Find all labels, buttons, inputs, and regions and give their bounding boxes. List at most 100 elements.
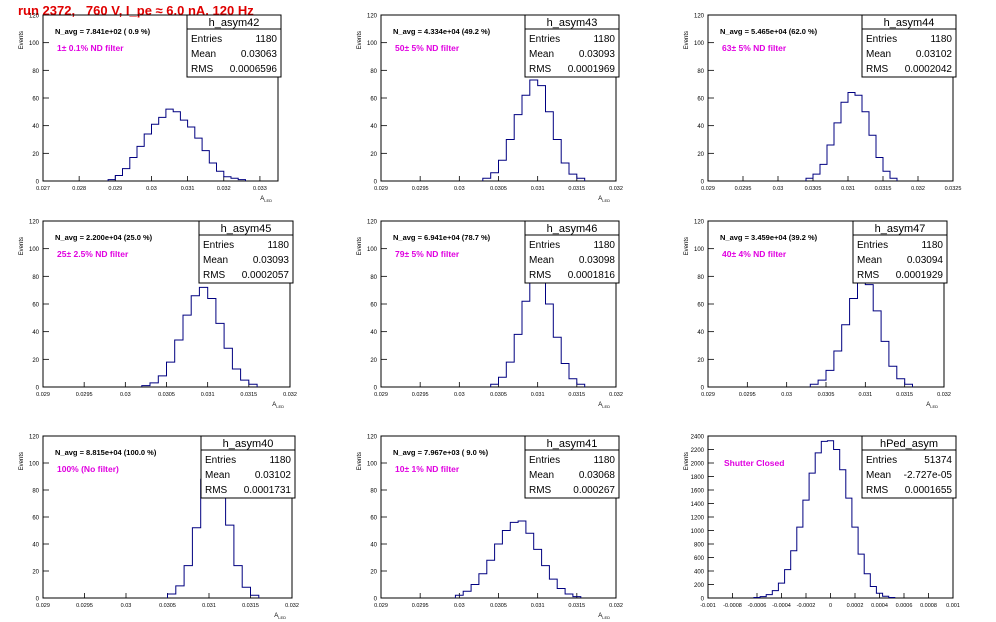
x-tick-label: 0.031 xyxy=(531,392,545,398)
histogram-bin xyxy=(209,163,216,181)
x-tick-label: 0.031 xyxy=(531,186,545,192)
histogram-bin xyxy=(199,287,207,387)
histogram-bin xyxy=(827,441,833,598)
histogram-bin xyxy=(115,175,122,181)
stat-value: 0.0002042 xyxy=(905,64,953,75)
y-tick-label: 80 xyxy=(32,69,39,75)
histogram-bin xyxy=(208,298,216,387)
histogram-series xyxy=(141,286,258,387)
histogram-bin xyxy=(791,551,797,598)
stat-label: RMS xyxy=(205,485,228,496)
y-axis-title: Events xyxy=(19,237,25,255)
y-tick-label: 40 xyxy=(370,543,377,549)
y-tick-label: 80 xyxy=(370,275,377,281)
y-tick-label: 40 xyxy=(697,330,704,336)
histogram-bin xyxy=(514,334,522,387)
panel-h_asym46: 0 20 40 60 80 100 120 0.029 0.0295 0.03 0.0305 0.03… xyxy=(357,220,623,410)
x-tick-label: 0.03 xyxy=(454,186,465,192)
stat-value: 1180 xyxy=(267,240,289,251)
stats-box xyxy=(200,435,296,499)
panel-h_asym43: 0 20 40 60 80 100 120 0.029 0.0295 0.03 0.0305 0.03… xyxy=(357,14,623,204)
histogram-bin xyxy=(818,380,826,387)
y-tick-label: 80 xyxy=(32,275,39,281)
y-tick-label: 100 xyxy=(29,41,40,47)
x-tick-label: 0.029 xyxy=(701,392,715,398)
x-tick-label: 0.0315 xyxy=(896,392,913,398)
x-tick-label: 0.0315 xyxy=(568,603,585,609)
y-tick-label: 1000 xyxy=(691,529,705,535)
histogram-bin xyxy=(142,386,150,387)
stats-box xyxy=(861,14,957,78)
y-tick-label: 60 xyxy=(370,516,377,522)
stat-value: 0.03102 xyxy=(255,470,292,481)
stat-value: 0.0002057 xyxy=(242,270,290,281)
y-tick-label: 2200 xyxy=(691,448,705,454)
x-tick-label: 0.032 xyxy=(285,603,299,609)
stat-label: Mean xyxy=(191,49,216,60)
histogram-name: h_asym47 xyxy=(875,223,926,235)
y-tick-label: 0 xyxy=(36,597,40,603)
histogram-bin xyxy=(546,304,554,387)
histogram-bin xyxy=(834,123,841,181)
y-tick-label: 100 xyxy=(694,247,705,253)
x-tick-label: 0.03 xyxy=(120,392,131,398)
y-tick-label: 120 xyxy=(694,14,705,20)
histogram-bin xyxy=(827,145,834,181)
histogram-bin xyxy=(144,134,151,181)
histogram-name: h_asym42 xyxy=(209,17,260,29)
y-tick-label: 60 xyxy=(370,303,377,309)
x-tick-label: 0.032 xyxy=(609,186,623,192)
panel-hPed_asym: 0 200 400 600 800 1000 1200 1400 1600 1800 2000 220… xyxy=(684,435,960,610)
histogram-bin xyxy=(251,595,259,598)
y-axis-title: Events xyxy=(357,452,363,470)
stat-label: RMS xyxy=(857,270,880,281)
stat-value: 0.03068 xyxy=(579,470,616,481)
histogram-bin xyxy=(530,274,538,387)
histogram-bin xyxy=(883,596,889,598)
y-tick-label: 100 xyxy=(367,247,378,253)
x-tick-label: 0.029 xyxy=(36,603,50,609)
histogram-bin xyxy=(159,117,166,181)
stat-label: Mean xyxy=(205,470,230,481)
y-tick-label: 60 xyxy=(32,516,39,522)
histogram-name: h_asym44 xyxy=(884,17,935,29)
stat-value: 0.03102 xyxy=(916,49,953,60)
filter-annotation: 1± 0.1% ND filter xyxy=(57,43,124,53)
filter-annotation: 10± 1% ND filter xyxy=(395,464,460,474)
histogram-bin xyxy=(184,566,192,598)
histogram-bin xyxy=(506,140,514,182)
x-tick-label: 0.03 xyxy=(121,603,132,609)
x-axis-title: ALED xyxy=(598,613,610,620)
x-tick-label: 0.029 xyxy=(36,392,50,398)
histogram-bin xyxy=(876,157,883,181)
y-tick-label: 20 xyxy=(32,570,39,576)
histogram-name: h_asym43 xyxy=(547,17,598,29)
histogram-bin xyxy=(510,522,518,598)
histogram-bin xyxy=(192,528,200,598)
x-tick-label: 0.029 xyxy=(374,392,388,398)
x-tick-label: 0.0305 xyxy=(158,392,175,398)
stat-value: 0.03094 xyxy=(907,255,944,266)
x-tick-label: -0.0008 xyxy=(723,603,742,609)
histogram-bin xyxy=(881,341,889,387)
histogram-bin xyxy=(538,279,546,387)
stat-label: Entries xyxy=(866,455,897,466)
histogram-bin xyxy=(565,594,573,598)
histogram-bin xyxy=(569,379,577,387)
x-tick-label: 0.031 xyxy=(202,603,216,609)
x-tick-label: 0 xyxy=(829,603,832,609)
stat-label: RMS xyxy=(866,64,889,75)
histogram-bin xyxy=(150,383,158,387)
x-axis-title: ALED xyxy=(926,402,938,409)
navg-label: N_avg = 7.967e+03 ( 9.0 %) xyxy=(393,448,489,457)
histogram-bin xyxy=(557,589,565,598)
histogram-bin xyxy=(766,595,772,598)
stat-label: RMS xyxy=(203,270,226,281)
stat-value: 1180 xyxy=(593,455,615,466)
y-tick-label: 0 xyxy=(374,386,378,392)
histogram-bin xyxy=(530,80,538,181)
histogram-bin xyxy=(202,151,209,181)
y-axis-title: Events xyxy=(357,31,363,49)
stat-label: Mean xyxy=(866,49,891,60)
x-tick-label: 0.0315 xyxy=(568,186,585,192)
